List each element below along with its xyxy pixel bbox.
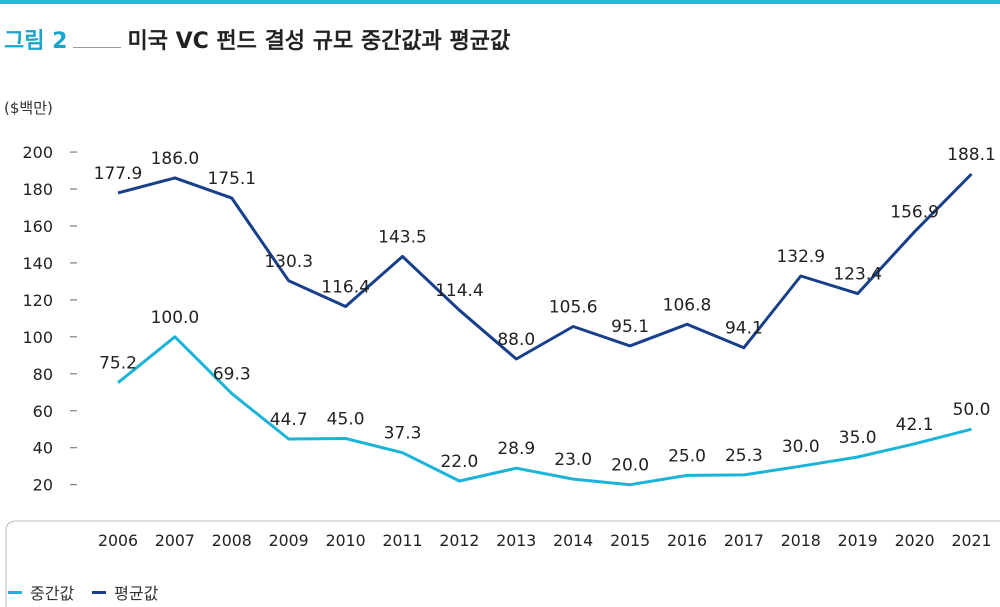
y-tick-label: 140 bbox=[22, 254, 53, 273]
median-data-label: 42.1 bbox=[896, 415, 934, 435]
median-data-label: 37.3 bbox=[384, 424, 422, 444]
mean-series-line bbox=[117, 172, 973, 361]
y-tick-label: 200 bbox=[22, 143, 53, 162]
top-accent-rule bbox=[0, 0, 1000, 4]
x-tick-label: 2021 bbox=[952, 531, 992, 550]
title-separator-line bbox=[73, 46, 122, 48]
median-data-label: 75.2 bbox=[99, 354, 137, 374]
mean-data-label: 114.4 bbox=[435, 281, 484, 301]
figure-label: 그림 2 bbox=[4, 29, 68, 54]
mean-data-label: 132.9 bbox=[776, 247, 825, 267]
mean-data-label: 188.1 bbox=[947, 145, 996, 165]
plot-frame-line bbox=[5, 520, 1000, 607]
y-tick-label: 160 bbox=[22, 217, 53, 236]
mean-data-label: 95.1 bbox=[611, 317, 649, 337]
y-tick-label: 20 bbox=[33, 476, 53, 495]
median-data-label: 69.3 bbox=[213, 365, 251, 385]
legend: 중간값 평균값 bbox=[8, 580, 176, 604]
chart-title: 미국 VC 펀드 결성 규모 중간값과 평균값 bbox=[127, 29, 511, 54]
mean-data-label: 186.0 bbox=[151, 149, 200, 169]
mean-data-label: 175.1 bbox=[207, 169, 256, 189]
median-data-label: 20.0 bbox=[611, 456, 649, 476]
median-data-label: 28.9 bbox=[497, 439, 535, 459]
legend-swatch-mean bbox=[92, 590, 107, 594]
x-tick-label: 2015 bbox=[610, 531, 650, 550]
x-tick-label: 2013 bbox=[496, 531, 536, 550]
median-data-label: 25.0 bbox=[668, 446, 706, 466]
mean-data-label: 130.3 bbox=[264, 252, 313, 272]
median-data-label: 50.0 bbox=[953, 400, 991, 420]
mean-data-label: 116.4 bbox=[321, 278, 370, 298]
y-tick-label: 180 bbox=[22, 180, 53, 199]
median-data-label: 22.0 bbox=[440, 452, 478, 472]
x-tick-label: 2017 bbox=[724, 531, 764, 550]
x-tick-label: 2019 bbox=[838, 531, 878, 550]
x-tick-label: 2012 bbox=[439, 531, 479, 550]
median-data-label: 35.0 bbox=[839, 428, 877, 448]
median-data-label: 23.0 bbox=[554, 450, 592, 470]
median-data-label: 25.3 bbox=[725, 446, 763, 466]
x-tick-label: 2014 bbox=[553, 531, 593, 550]
median-series-line bbox=[117, 335, 972, 487]
median-data-label: 30.0 bbox=[782, 437, 820, 457]
median-data-label: 44.7 bbox=[270, 410, 308, 430]
mean-data-label: 106.8 bbox=[663, 295, 712, 315]
y-tick-label: 40 bbox=[33, 439, 53, 458]
y-tick-label: 60 bbox=[33, 402, 53, 421]
x-tick-label: 2009 bbox=[269, 531, 309, 550]
median-data-label: 100.0 bbox=[151, 308, 200, 328]
x-tick-label: 2016 bbox=[667, 531, 707, 550]
x-tick-label: 2007 bbox=[155, 531, 195, 550]
chart-title-row: 그림 2 미국 VC 펀드 결성 규모 중간값과 평균값 bbox=[4, 22, 510, 56]
legend-item-mean: 평균값 bbox=[92, 580, 158, 604]
x-tick-label: 2008 bbox=[212, 531, 252, 550]
mean-data-label: 105.6 bbox=[549, 297, 598, 317]
legend-item-median: 중간값 bbox=[8, 580, 74, 604]
y-tick-label: 80 bbox=[33, 365, 53, 384]
mean-data-label: 143.5 bbox=[378, 227, 427, 247]
mean-data-label: 123.4 bbox=[833, 265, 882, 285]
y-tick-label: 100 bbox=[22, 328, 53, 347]
x-tick-label: 2020 bbox=[895, 531, 935, 550]
mean-data-label: 156.9 bbox=[890, 203, 939, 223]
x-tick-label: 2018 bbox=[781, 531, 821, 550]
legend-label-mean: 평균값 bbox=[114, 584, 159, 603]
mean-data-label: 177.9 bbox=[94, 164, 143, 184]
x-tick-label: 2011 bbox=[383, 531, 423, 550]
legend-label-median: 중간값 bbox=[30, 584, 75, 603]
x-tick-label: 2006 bbox=[98, 531, 138, 550]
median-data-label: 45.0 bbox=[327, 409, 365, 429]
y-axis-unit-label: ($백만) bbox=[4, 99, 53, 117]
mean-data-label: 94.1 bbox=[725, 319, 763, 339]
mean-data-label: 88.0 bbox=[497, 330, 535, 350]
x-tick-label: 2010 bbox=[326, 531, 366, 550]
y-tick-label: 120 bbox=[22, 291, 53, 310]
legend-swatch-median bbox=[8, 590, 22, 594]
